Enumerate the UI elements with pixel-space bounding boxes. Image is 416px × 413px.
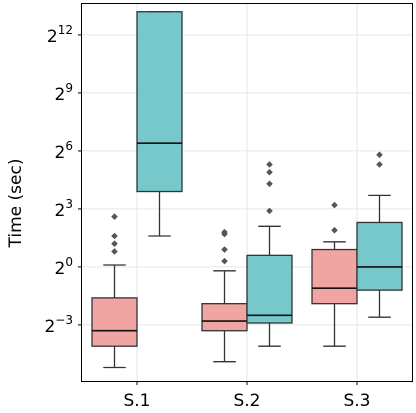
y-tick-exponent: 0 bbox=[65, 255, 73, 269]
outlier-point bbox=[266, 161, 273, 168]
box-group bbox=[246, 161, 293, 347]
y-tick-label: 23 bbox=[55, 197, 73, 221]
y-tick-base: 2 bbox=[44, 317, 55, 337]
box-group bbox=[311, 201, 358, 347]
box bbox=[201, 303, 248, 332]
outlier-point bbox=[111, 213, 118, 220]
x-axis: S.1 S.2 S.3 bbox=[123, 381, 371, 411]
box-group bbox=[201, 228, 248, 363]
box bbox=[91, 297, 138, 347]
outlier-point bbox=[266, 180, 273, 188]
outlier-point bbox=[221, 257, 228, 265]
box bbox=[246, 254, 293, 324]
x-tick-label: S.3 bbox=[343, 391, 370, 411]
outlier-point bbox=[376, 161, 383, 168]
outlier-point bbox=[331, 201, 338, 209]
outlier-point bbox=[266, 168, 273, 176]
outlier-point bbox=[266, 207, 273, 215]
outlier-point bbox=[111, 232, 118, 240]
y-tick-label: 212 bbox=[47, 23, 73, 47]
series-layer bbox=[91, 11, 403, 369]
y-tick-label: 20 bbox=[55, 255, 73, 279]
box-group bbox=[356, 151, 403, 318]
outlier-point bbox=[221, 228, 228, 236]
y-tick-label: 26 bbox=[55, 139, 73, 163]
y-tick-base: 2 bbox=[55, 201, 66, 221]
y-tick-base: 2 bbox=[55, 85, 66, 105]
outlier-point bbox=[111, 240, 118, 248]
outlier-point bbox=[221, 246, 228, 253]
x-tick-label: S.1 bbox=[123, 391, 150, 411]
outlier-point bbox=[331, 226, 338, 234]
y-tick-exponent: 9 bbox=[65, 81, 73, 95]
y-tick-exponent: −3 bbox=[55, 313, 73, 327]
y-tick-label: 29 bbox=[55, 81, 73, 105]
outlier-point bbox=[111, 248, 118, 255]
y-axis-label: Time (sec) bbox=[6, 159, 26, 249]
y-tick-exponent: 6 bbox=[65, 139, 73, 153]
box-group bbox=[91, 213, 138, 369]
box bbox=[136, 11, 183, 193]
box bbox=[356, 221, 403, 291]
y-tick-base: 2 bbox=[55, 259, 66, 279]
y-tick-base: 2 bbox=[47, 27, 58, 47]
box-group bbox=[136, 11, 183, 237]
y-tick-exponent: 12 bbox=[58, 23, 73, 37]
y-tick-exponent: 3 bbox=[65, 197, 73, 211]
y-tick-label: 2−3 bbox=[44, 313, 73, 337]
x-tick-label: S.2 bbox=[233, 391, 260, 411]
box bbox=[311, 248, 358, 305]
outlier-point bbox=[376, 151, 383, 159]
y-tick-base: 2 bbox=[55, 143, 66, 163]
